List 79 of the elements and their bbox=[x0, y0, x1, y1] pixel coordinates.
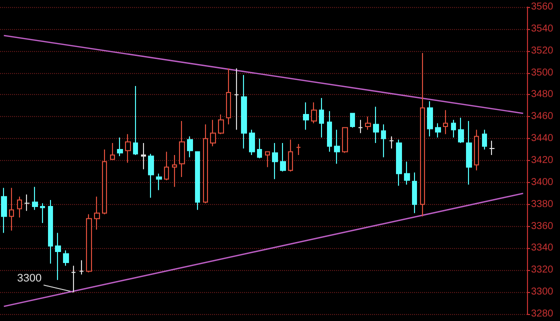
candlestick bbox=[117, 136, 123, 157]
candlestick bbox=[226, 68, 231, 125]
y-tick-label: 3280 bbox=[531, 308, 554, 320]
candlestick bbox=[373, 106, 379, 144]
candlestick bbox=[9, 187, 14, 232]
candlestick bbox=[156, 173, 162, 191]
candlestick bbox=[311, 102, 317, 124]
y-tick-label: 3340 bbox=[531, 242, 554, 254]
y-tick-label: 3440 bbox=[531, 133, 554, 144]
y-tick-label: 3420 bbox=[531, 155, 554, 166]
y-tick-label: 3380 bbox=[531, 198, 554, 210]
candlestick bbox=[412, 172, 417, 214]
candlestick bbox=[489, 140, 495, 156]
candlestick bbox=[195, 151, 200, 210]
candlestick bbox=[458, 117, 464, 144]
candlestick bbox=[249, 129, 255, 156]
candlestick bbox=[79, 260, 84, 276]
candlestick bbox=[443, 110, 448, 135]
candlestick bbox=[1, 187, 7, 234]
y-tick-label: 3540 bbox=[531, 23, 554, 34]
candlestick bbox=[420, 52, 425, 217]
candlestick bbox=[63, 250, 69, 266]
candlestick bbox=[288, 139, 293, 172]
candlestick bbox=[389, 136, 394, 149]
candlestick bbox=[466, 120, 472, 186]
candlestick bbox=[257, 138, 262, 159]
candlestick bbox=[334, 129, 340, 164]
candlestick bbox=[164, 151, 169, 181]
candlestick bbox=[187, 136, 193, 158]
y-tick-label: 3320 bbox=[531, 264, 554, 276]
candlestick bbox=[125, 134, 131, 164]
candlestick bbox=[241, 74, 247, 149]
annotation: 3300 bbox=[17, 272, 42, 285]
candlestick bbox=[141, 142, 146, 170]
candlestick bbox=[435, 122, 441, 138]
candlestick bbox=[381, 124, 386, 158]
candlestick bbox=[48, 199, 53, 264]
candlestick bbox=[40, 202, 45, 224]
y-tick-label: 3300 bbox=[531, 286, 554, 298]
candlestick bbox=[148, 153, 154, 198]
candlestick bbox=[172, 154, 177, 188]
candlestick bbox=[350, 112, 355, 128]
candlestick bbox=[358, 119, 363, 134]
candlestick bbox=[32, 186, 38, 210]
candlestick bbox=[55, 232, 61, 281]
candlestick bbox=[404, 161, 410, 186]
candlestick bbox=[133, 85, 138, 156]
candlestick bbox=[365, 116, 371, 130]
candlestick bbox=[427, 100, 433, 137]
y-tick-label: 3560 bbox=[531, 2, 554, 12]
candlestick bbox=[280, 142, 286, 172]
candlestick bbox=[210, 119, 216, 147]
candlestick bbox=[342, 127, 348, 154]
candlestick bbox=[86, 214, 92, 273]
candlestick bbox=[296, 144, 301, 156]
candlestick bbox=[102, 149, 107, 215]
y-tick-label: 3500 bbox=[531, 67, 554, 78]
y-tick-label: 3400 bbox=[531, 176, 554, 188]
candlestick bbox=[396, 139, 402, 186]
y-tick-label: 3480 bbox=[531, 89, 554, 100]
candlestick bbox=[319, 98, 324, 138]
candlestick bbox=[234, 68, 239, 130]
candlestick bbox=[265, 151, 270, 168]
candlestick bbox=[94, 196, 100, 230]
y-tick-label: 3520 bbox=[531, 45, 554, 56]
candlestick bbox=[327, 110, 332, 152]
candlestick bbox=[110, 142, 115, 160]
candlestick bbox=[272, 142, 278, 180]
candlestick bbox=[179, 120, 185, 178]
candlestick bbox=[303, 102, 309, 130]
candlestick bbox=[482, 129, 487, 150]
candlestick bbox=[218, 114, 224, 135]
candlestick bbox=[451, 119, 456, 138]
candlestick bbox=[24, 194, 30, 212]
candlestick bbox=[474, 129, 479, 171]
candlestick bbox=[17, 196, 22, 218]
y-tick-label: 3360 bbox=[531, 220, 554, 232]
y-tick-label: 3460 bbox=[531, 111, 554, 122]
candlestick bbox=[203, 124, 208, 204]
